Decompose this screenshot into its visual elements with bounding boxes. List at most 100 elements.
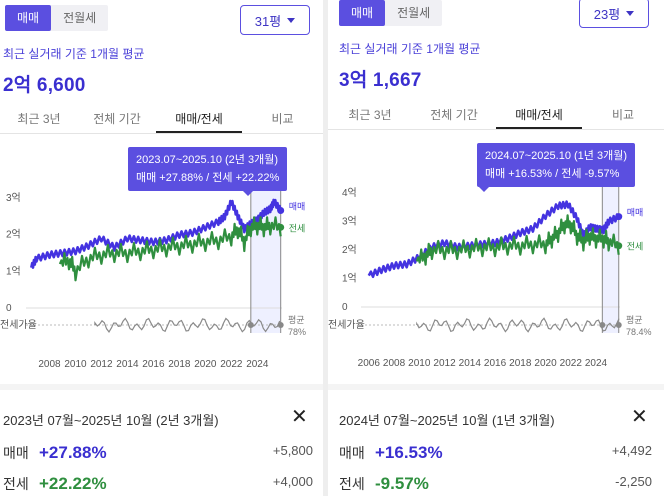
close-icon[interactable]: ✕	[291, 406, 308, 428]
tab-recent-3y[interactable]: 최근 3년	[17, 112, 61, 126]
x-tick-label: 2024	[585, 358, 608, 369]
ratio-line	[416, 317, 620, 333]
tab-all-period[interactable]: 전체 기간	[430, 108, 478, 122]
legend-sale: 매매	[627, 208, 644, 218]
x-tick-label: 2024	[246, 359, 269, 370]
tab-sale-jeonse[interactable]: 매매/전세	[156, 104, 242, 133]
jeonse-endpoint	[277, 223, 285, 231]
x-tick-label: 2020	[194, 359, 217, 370]
x-tick-label: 2018	[168, 359, 191, 370]
avg-label: 평균	[288, 315, 305, 325]
tooltip-period: 2024.07~2025.10 (1년 3개월)	[485, 150, 627, 162]
sale-change-row: 매매 +27.88% +5,800	[3, 443, 313, 463]
y-tick-label: 0	[342, 302, 348, 313]
tab-sale-jeonse[interactable]: 매매/전세	[496, 100, 582, 129]
y-tick-label: 2억	[342, 244, 357, 256]
x-tick-label: 2020	[534, 358, 557, 369]
ratio-marker	[247, 322, 254, 328]
sale-change-abs: +4,492	[611, 443, 652, 458]
sale-endpoint	[277, 206, 285, 214]
x-tick-label: 2010	[408, 358, 431, 369]
summary-period: 2024년 07월~2025년 10월 (1년 3개월)	[339, 413, 555, 428]
jeonse-change-row: 전세 +22.22% +4,000	[3, 474, 313, 494]
sale-label: 매매	[3, 445, 29, 461]
toggle-jeonse-wolse[interactable]: 전월세	[63, 11, 97, 25]
y-tick-label: 2억	[6, 229, 21, 241]
tooltip-period: 2023.07~2025.10 (2년 3개월)	[136, 154, 278, 166]
jeonse-change-pct: -9.57%	[375, 474, 429, 493]
period-tooltip: 2024.07~2025.10 (1년 3개월) 매매 +16.53% / 전세…	[477, 143, 635, 192]
tab-recent-3y[interactable]: 최근 3년	[348, 108, 392, 122]
section-divider	[0, 384, 323, 390]
chart-tabs: 최근 3년 전체 기간 매매/전세 비교	[0, 104, 323, 134]
y-tick-label: 3억	[6, 192, 21, 204]
y-tick-label: 1억	[342, 273, 357, 285]
legend-sale: 매매	[289, 201, 306, 211]
x-tick-label: 2016	[142, 359, 165, 370]
price-value: 3억 1,667	[339, 70, 422, 91]
selected-range	[602, 175, 619, 333]
price-caption: 최근 실거래 기준 1개월 평균	[339, 42, 481, 56]
pyeong-value: 31평	[254, 13, 282, 29]
x-tick-label: 2014	[116, 359, 139, 370]
toggle-sale[interactable]: 매매	[339, 0, 386, 26]
avg-value: 78%	[288, 327, 306, 337]
toggle-jeonse-wolse[interactable]: 전월세	[397, 6, 431, 20]
trade-type-toggle: 매매 전월세	[5, 5, 109, 31]
sale-change-abs: +5,800	[272, 443, 313, 458]
tab-compare[interactable]: 비교	[611, 108, 635, 122]
tab-compare[interactable]: 비교	[271, 112, 294, 126]
jeonse-series-line	[58, 216, 282, 282]
x-tick-label: 2008	[383, 358, 406, 369]
x-tick-label: 2012	[433, 358, 456, 369]
x-tick-label: 2018	[509, 358, 532, 369]
tooltip-arrow	[243, 191, 253, 196]
ratio-marker	[277, 322, 284, 328]
jeonse-label: 전세	[3, 476, 29, 492]
y-tick-label: 4억	[342, 187, 357, 199]
avg-value: 78.4%	[626, 327, 652, 337]
jeonse-change-abs: +4,000	[272, 474, 313, 489]
sale-label: 매매	[339, 445, 365, 461]
price-value: 2억 6,600	[3, 75, 86, 96]
pyeong-dropdown[interactable]: 23평	[579, 0, 649, 28]
x-tick-label: 2006	[358, 358, 381, 369]
y-tick-label: 0	[6, 303, 12, 314]
chevron-down-icon	[626, 10, 635, 16]
tooltip-change: 매매 +27.88% / 전세 +22.22%	[136, 172, 280, 184]
ratio-marker	[615, 322, 622, 328]
x-tick-label: 2014	[459, 358, 482, 369]
jeonse-endpoint	[615, 242, 623, 250]
chevron-down-icon	[287, 17, 296, 23]
x-tick-label: 2010	[64, 359, 87, 370]
chart-tabs: 최근 3년 전체 기간 매매/전세 비교	[328, 100, 664, 130]
avg-label: 평균	[626, 315, 643, 325]
jeonse-change-pct: +22.22%	[39, 474, 107, 493]
period-tooltip: 2023.07~2025.10 (2년 3개월) 매매 +27.88% / 전세…	[128, 147, 288, 196]
right-panel: 매매 전월세 23평 최근 실거래 기준 1개월 평균 3억 1,667 최근 …	[328, 0, 664, 496]
ratio-line	[94, 317, 281, 333]
sale-change-pct: +27.88%	[39, 443, 107, 462]
sale-endpoint	[615, 213, 623, 221]
legend-jeonse: 전세	[289, 223, 306, 233]
jeonse-change-row: 전세 -9.57% -2,250	[339, 474, 652, 494]
x-tick-label: 2022	[220, 359, 243, 370]
tooltip-arrow	[479, 187, 489, 192]
left-panel: 매매 전월세 31평 최근 실거래 기준 1개월 평균 2억 6,600 최근 …	[0, 0, 323, 496]
y-tick-label: 3억	[342, 216, 357, 228]
trade-type-toggle: 매매 전월세	[339, 0, 443, 26]
tab-all-period[interactable]: 전체 기간	[93, 112, 141, 126]
ratio-axis-label: 전세가율	[328, 319, 365, 331]
jeonse-label: 전세	[339, 476, 365, 492]
summary-period: 2023년 07월~2025년 10월 (2년 3개월)	[3, 413, 219, 428]
pyeong-value: 23평	[593, 6, 621, 22]
toggle-sale[interactable]: 매매	[5, 5, 52, 31]
jeonse-series-line	[415, 214, 620, 266]
close-icon[interactable]: ✕	[631, 406, 648, 428]
section-divider	[328, 384, 664, 390]
x-tick-label: 2016	[484, 358, 507, 369]
ratio-marker	[599, 322, 606, 328]
pyeong-dropdown[interactable]: 31평	[240, 5, 310, 35]
